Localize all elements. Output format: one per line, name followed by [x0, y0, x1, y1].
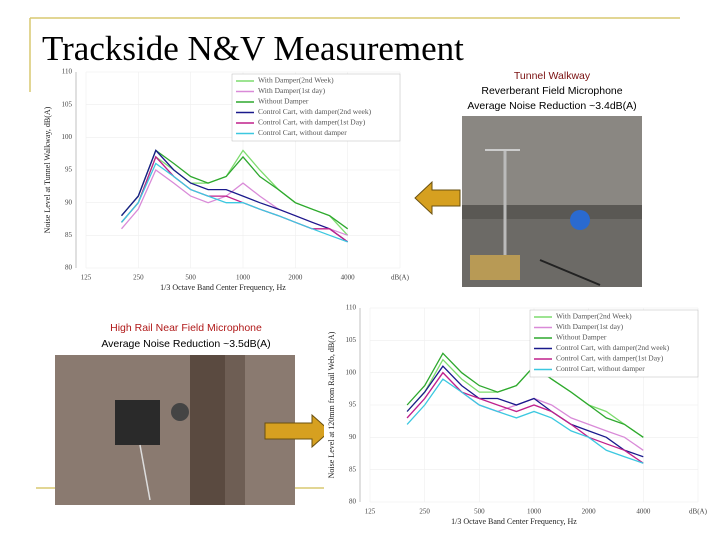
- y-tick-label: 105: [62, 100, 73, 108]
- y-axis-label: Noise Level at 120mm from Rail Web, dB(A…: [327, 331, 336, 478]
- caption: High Rail Near Field Microphone: [110, 322, 262, 334]
- legend-label: Control Cart, with damper(1st Day): [258, 118, 366, 127]
- legend-label: Control Cart, with damper(1st Day): [556, 354, 664, 363]
- y-tick-label: 100: [346, 368, 357, 376]
- chart: 80 85 90 95 100 105 110 125 250 500 1000 2000 4000 dB…: [40, 64, 410, 296]
- legend-label: With Damper(2nd Week): [556, 312, 632, 321]
- x-tick-label: 4000: [341, 274, 356, 282]
- x-tick-label: 1000: [527, 508, 542, 516]
- x-axis-label: 1/3 Octave Band Center Frequency, Hz: [451, 517, 577, 526]
- series-line: [121, 162, 348, 243]
- legend-label: Control Cart, with damper(2nd week): [258, 107, 372, 116]
- x-tick-label: dB(A): [689, 508, 708, 516]
- y-axis-label: Noise Level at Tunnel Walkway, dB(A): [43, 106, 52, 233]
- legend-box: [231, 73, 401, 142]
- x-tick-label: 250: [419, 508, 430, 516]
- y-tick-label: 95: [349, 401, 357, 409]
- legend-label: Control Cart, without damper: [556, 364, 645, 373]
- series-line: [406, 371, 644, 464]
- x-tick-label: 500: [474, 508, 485, 516]
- legend-label: With Damper(2nd Week): [258, 76, 334, 85]
- legend-label: With Damper(1st day): [258, 86, 326, 95]
- slide-title: Trackside N&V Measurement: [42, 29, 464, 68]
- caption: Average Noise Reduction ~3.5dB(A): [101, 338, 270, 350]
- legend-label: With Damper(1st day): [556, 322, 624, 331]
- photo: [55, 355, 295, 505]
- y-tick-label: 110: [346, 304, 357, 312]
- series-line: [406, 378, 644, 464]
- arrow: [414, 180, 461, 216]
- y-tick-label: 85: [65, 231, 73, 239]
- caption: Tunnel Walkway: [514, 70, 591, 82]
- y-tick-label: 85: [349, 465, 357, 473]
- chart: 80 85 90 95 100 105 110 125 250 500 1000 2000 4000 dB…: [324, 300, 708, 530]
- series-line: [406, 365, 644, 458]
- x-tick-label: 1000: [236, 274, 251, 282]
- x-tick-label: dB(A): [391, 274, 410, 282]
- x-tick-label: 2000: [582, 508, 597, 516]
- legend-label: Without Damper: [258, 97, 309, 106]
- x-tick-label: 125: [81, 274, 92, 282]
- caption: Average Noise Reduction ~3.4dB(A): [467, 100, 636, 112]
- series-line: [121, 149, 349, 230]
- legend-label: Control Cart, without damper: [258, 128, 347, 137]
- x-tick-label: 2000: [288, 274, 303, 282]
- y-tick-label: 80: [349, 498, 357, 506]
- series-line: [406, 352, 644, 438]
- caption: Reverberant Field Microphone: [481, 85, 622, 97]
- x-tick-label: 125: [365, 508, 376, 516]
- y-tick-label: 90: [65, 198, 73, 206]
- x-tick-label: 4000: [636, 508, 651, 516]
- arrow: [264, 413, 331, 449]
- y-tick-label: 105: [346, 336, 357, 344]
- legend-label: Without Damper: [556, 333, 607, 342]
- y-tick-label: 95: [65, 166, 73, 174]
- y-tick-label: 90: [349, 433, 357, 441]
- legend-label: Control Cart, with damper(2nd week): [556, 343, 670, 352]
- y-tick-label: 110: [62, 68, 73, 76]
- photo: [462, 116, 642, 287]
- x-tick-label: 500: [185, 274, 196, 282]
- x-tick-label: 250: [133, 274, 144, 282]
- x-axis-label: 1/3 Octave Band Center Frequency, Hz: [160, 283, 286, 292]
- y-tick-label: 80: [65, 264, 73, 272]
- series-line: [121, 149, 349, 243]
- legend-box: [529, 309, 699, 378]
- y-tick-label: 100: [62, 133, 73, 141]
